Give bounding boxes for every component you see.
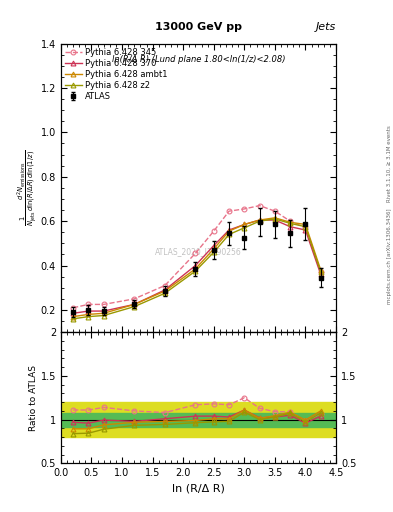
Pythia 6.428 345 (303, 225, 308, 231)
Pythia 6.428 370 (162, 287, 167, 293)
Y-axis label: $\frac{1}{N_\mathrm{jets}}\frac{d^2 N_\mathrm{emissions}}{d\ln(R/\Delta R)\,d\ln: $\frac{1}{N_\mathrm{jets}}\frac{d^2 N_\m… (16, 150, 39, 226)
Pythia 6.428 345 (288, 218, 292, 224)
Pythia 6.428 z2 (257, 218, 262, 224)
Pythia 6.428 z2 (242, 225, 247, 231)
Pythia 6.428 z2 (211, 249, 216, 255)
Pythia 6.428 z2 (193, 268, 198, 274)
Pythia 6.428 370 (101, 308, 106, 314)
Pythia 6.428 345 (193, 250, 198, 257)
Pythia 6.428 ambt1 (227, 228, 231, 234)
Pythia 6.428 345 (86, 302, 91, 308)
Pythia 6.428 z2 (303, 224, 308, 230)
Pythia 6.428 ambt1 (242, 221, 247, 227)
Pythia 6.428 z2 (162, 290, 167, 296)
Pythia 6.428 370 (318, 271, 323, 278)
Pythia 6.428 370 (86, 308, 91, 314)
Pythia 6.428 370 (288, 224, 292, 230)
Pythia 6.428 ambt1 (318, 267, 323, 273)
Line: Pythia 6.428 370: Pythia 6.428 370 (71, 218, 323, 316)
Pythia 6.428 370 (193, 263, 198, 269)
Pythia 6.428 z2 (132, 304, 137, 310)
Pythia 6.428 345 (162, 283, 167, 289)
Pythia 6.428 ambt1 (193, 266, 198, 272)
Line: Pythia 6.428 345: Pythia 6.428 345 (71, 203, 323, 310)
Text: mcplots.cern.ch [arXiv:1306.3436]: mcplots.cern.ch [arXiv:1306.3436] (387, 208, 392, 304)
Pythia 6.428 370 (71, 310, 75, 316)
Pythia 6.428 370 (211, 243, 216, 249)
Text: ln(R/Δ R) (Lund plane 1.80<ln(1/z)<2.08): ln(R/Δ R) (Lund plane 1.80<ln(1/z)<2.08) (112, 55, 285, 64)
Pythia 6.428 345 (257, 203, 262, 209)
Pythia 6.428 345 (211, 228, 216, 234)
Pythia 6.428 370 (272, 217, 277, 223)
Pythia 6.428 345 (132, 296, 137, 302)
Legend: Pythia 6.428 345, Pythia 6.428 370, Pythia 6.428 ambt1, Pythia 6.428 z2, ATLAS: Pythia 6.428 345, Pythia 6.428 370, Pyth… (63, 46, 169, 103)
Pythia 6.428 z2 (288, 220, 292, 226)
Pythia 6.428 ambt1 (272, 215, 277, 221)
Text: Jets: Jets (316, 22, 336, 32)
Text: ATLAS_2020_I1790256: ATLAS_2020_I1790256 (155, 247, 242, 256)
Pythia 6.428 z2 (101, 312, 106, 318)
Pythia 6.428 370 (242, 221, 247, 227)
Pythia 6.428 z2 (227, 231, 231, 238)
Pythia 6.428 345 (71, 305, 75, 311)
Text: 13000 GeV pp: 13000 GeV pp (155, 22, 242, 32)
Pythia 6.428 ambt1 (211, 246, 216, 252)
Pythia 6.428 ambt1 (257, 217, 262, 223)
Pythia 6.428 370 (257, 217, 262, 223)
Pythia 6.428 ambt1 (288, 219, 292, 225)
Y-axis label: Ratio to ATLAS: Ratio to ATLAS (29, 365, 38, 431)
Pythia 6.428 345 (227, 208, 231, 214)
Pythia 6.428 370 (227, 227, 231, 233)
Line: Pythia 6.428 ambt1: Pythia 6.428 ambt1 (71, 216, 323, 319)
Pythia 6.428 370 (303, 227, 308, 233)
Pythia 6.428 345 (272, 208, 277, 214)
Pythia 6.428 ambt1 (101, 310, 106, 316)
Pythia 6.428 ambt1 (71, 313, 75, 319)
Pythia 6.428 ambt1 (132, 302, 137, 308)
X-axis label: ln (R/Δ R): ln (R/Δ R) (172, 484, 225, 494)
Pythia 6.428 345 (318, 269, 323, 275)
Pythia 6.428 ambt1 (303, 221, 308, 227)
Pythia 6.428 ambt1 (162, 288, 167, 294)
Pythia 6.428 z2 (318, 269, 323, 275)
Pythia 6.428 z2 (272, 216, 277, 222)
Text: Rivet 3.1.10, ≥ 3.1M events: Rivet 3.1.10, ≥ 3.1M events (387, 125, 392, 202)
Pythia 6.428 z2 (86, 313, 91, 319)
Line: Pythia 6.428 z2: Pythia 6.428 z2 (71, 217, 323, 321)
Pythia 6.428 370 (132, 302, 137, 308)
Pythia 6.428 345 (101, 302, 106, 308)
Pythia 6.428 z2 (71, 316, 75, 322)
Pythia 6.428 ambt1 (86, 311, 91, 317)
Pythia 6.428 345 (242, 206, 247, 212)
